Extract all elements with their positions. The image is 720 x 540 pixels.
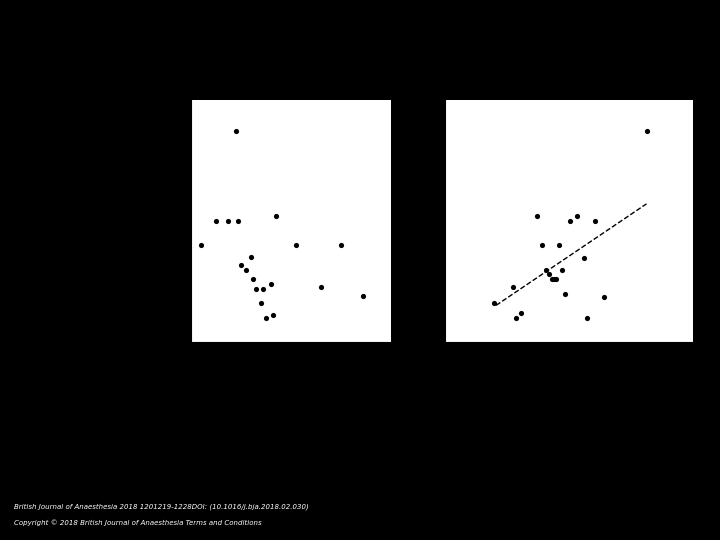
Point [270,212,282,221]
Point [268,310,279,319]
Point [540,265,552,274]
Point [235,260,246,269]
Point [222,217,234,226]
Point [507,282,518,291]
Point [265,280,276,288]
Point [248,275,259,284]
Point [531,212,543,221]
X-axis label: Volume of PLE drained (ml): Volume of PLE drained (ml) [498,367,639,377]
Point [515,309,526,318]
Point [590,217,601,226]
Point [550,275,562,284]
Point [335,241,346,249]
Point [553,241,564,249]
Text: Fig 6: Fig 6 [345,22,375,35]
Point [548,275,559,284]
Point [581,314,593,322]
Point [358,292,369,300]
Point [564,217,576,226]
Point [543,270,554,279]
Text: British Journal of Anaesthesia 2018 1201219-1228DOI: (10.1016/j.bja.2018.02.030): British Journal of Anaesthesia 2018 1201… [14,504,309,510]
Text: A: A [112,98,123,113]
Point [571,212,582,221]
Text: B: B [402,98,413,113]
Point [559,289,571,298]
Point [546,275,558,284]
Point [290,241,302,249]
Point [510,314,522,322]
Point [230,127,242,136]
Text: Copyright © 2018 British Journal of Anaesthesia Terms and Conditions: Copyright © 2018 British Journal of Anae… [14,520,262,526]
Point [245,253,256,261]
Point [258,285,269,293]
Point [489,299,500,308]
Point [255,299,266,308]
Y-axis label: Sum of out-of-phase
impedance changes (a.u.): Sum of out-of-phase impedance changes (a… [137,153,158,289]
Point [233,217,244,226]
Point [315,282,327,291]
Point [557,265,568,274]
Point [210,217,222,226]
Point [536,241,548,249]
Point [598,292,609,301]
Point [641,127,652,136]
Point [260,314,271,322]
X-axis label: Sum of dorsal impedance changes (a.u.): Sum of dorsal impedance changes (a.u.) [185,367,397,377]
Point [578,254,590,262]
Point [240,265,251,274]
Point [195,241,207,249]
Point [250,285,261,293]
